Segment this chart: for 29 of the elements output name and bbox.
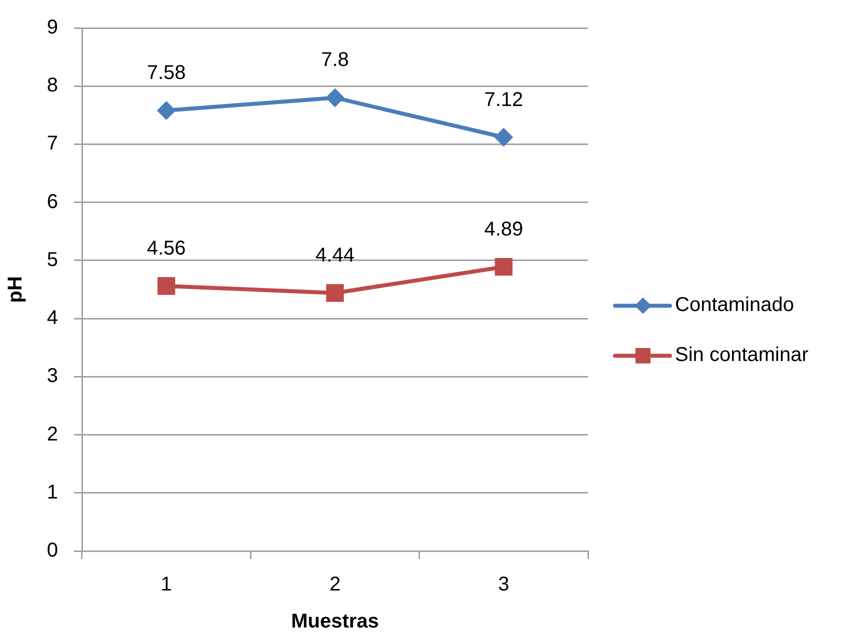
point: [326, 88, 344, 108]
data-label: 7.58: [146, 62, 186, 84]
y-tick-label: 4: [46, 307, 58, 330]
x-tick-label: 1: [160, 574, 172, 596]
point: [156, 101, 176, 120]
point: [494, 128, 514, 147]
y-tick-label: 8: [46, 74, 58, 97]
point: [157, 277, 176, 295]
y-tick-label: 1: [46, 481, 58, 504]
data-label: 4.44: [316, 244, 354, 266]
legend-label: Contaminado: [675, 294, 794, 316]
legend-label: Sin contaminar: [675, 344, 809, 366]
data-label: 7.12: [484, 88, 524, 111]
y-tick-label: 2: [46, 423, 58, 446]
x-axis-title: Muestras: [291, 610, 379, 633]
y-tick-label: 7: [46, 132, 58, 155]
y-tick-label: 3: [46, 365, 58, 388]
data-label: 4.89: [484, 218, 524, 240]
x-tick-label: 3: [498, 574, 510, 596]
y-tick-label: 5: [46, 248, 58, 271]
point: [494, 258, 513, 276]
data-label: 4.56: [146, 238, 186, 260]
y-tick-label: 9: [46, 16, 58, 39]
point: [326, 284, 344, 302]
data-label: 7.8: [321, 49, 349, 72]
x-tick-label: 2: [329, 574, 341, 596]
y-tick-label: 0: [46, 540, 58, 562]
y-tick-label: 6: [46, 190, 58, 213]
y-axis-title: pH: [4, 276, 27, 303]
